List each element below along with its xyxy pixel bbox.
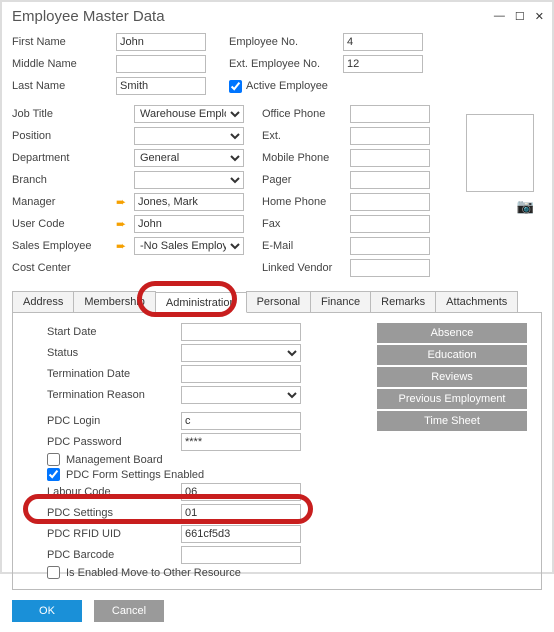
home-phone-label: Home Phone [262,196,346,208]
branch-select[interactable] [134,171,244,189]
emp-no-input[interactable] [343,33,423,51]
link-arrow-icon[interactable]: ➨ [116,217,130,231]
cancel-button[interactable]: Cancel [94,600,164,622]
minimize-icon[interactable]: — [494,10,505,23]
middle-name-input[interactable] [116,55,206,73]
email-input[interactable] [350,237,430,255]
term-reason-label: Termination Reason [47,389,177,401]
time-sheet-button[interactable]: Time Sheet [377,411,527,431]
last-name-label: Last Name [12,80,112,92]
sales-emp-label: Sales Employee [12,240,112,252]
pdc-password-input[interactable] [181,433,301,451]
education-button[interactable]: Education [377,345,527,365]
tab-administration[interactable]: Administration [155,292,247,313]
last-name-input[interactable] [116,77,206,95]
active-employee-label: Active Employee [246,80,328,92]
start-date-label: Start Date [47,326,177,338]
job-title-select[interactable]: Warehouse Employee [134,105,244,123]
tab-personal[interactable]: Personal [246,291,311,312]
pdc-login-label: PDC Login [47,415,177,427]
job-title-label: Job Title [12,108,112,120]
enabled-move-label: Is Enabled Move to Other Resource [66,567,241,579]
window-buttons: — ☐ ✕ [494,10,544,23]
ext-emp-no-input[interactable] [343,55,423,73]
pdc-rfid-input[interactable] [181,525,301,543]
term-date-input[interactable] [181,365,301,383]
mgmt-board-checkbox[interactable] [47,453,60,466]
enabled-move-checkbox[interactable] [47,566,60,579]
mobile-input[interactable] [350,149,430,167]
link-arrow-icon[interactable]: ➨ [116,195,130,209]
fax-label: Fax [262,218,346,230]
side-buttons: Absence Education Reviews Previous Emplo… [377,323,527,431]
position-select[interactable] [134,127,244,145]
status-label: Status [47,347,177,359]
department-label: Department [12,152,112,164]
office-phone-input[interactable] [350,105,430,123]
close-icon[interactable]: ✕ [535,10,544,23]
pdc-settings-input[interactable] [181,504,301,522]
branch-label: Branch [12,174,112,186]
pager-label: Pager [262,174,346,186]
fax-input[interactable] [350,215,430,233]
pdc-barcode-label: PDC Barcode [47,549,177,561]
tab-address[interactable]: Address [12,291,74,312]
tab-strip: Address Membership Administration Person… [12,291,542,313]
middle-name-label: Middle Name [12,58,112,70]
user-code-input[interactable] [134,215,244,233]
pdc-password-label: PDC Password [47,436,177,448]
status-select[interactable] [181,344,301,362]
emp-no-label: Employee No. [229,36,339,48]
active-employee-checkbox[interactable] [229,80,242,93]
maximize-icon[interactable]: ☐ [515,10,525,23]
mgmt-board-label: Management Board [66,454,163,466]
manager-input[interactable] [134,193,244,211]
tab-membership[interactable]: Membership [73,291,156,312]
footer: OK Cancel [2,590,552,632]
labour-code-label: Labour Code [47,486,177,498]
link-arrow-icon[interactable]: ➨ [116,239,130,253]
ext-emp-no-label: Ext. Employee No. [229,58,339,70]
sales-emp-select[interactable]: -No Sales Employee- [134,237,244,255]
mobile-label: Mobile Phone [262,152,346,164]
admin-panel: Start Date Status Termination Date Termi… [12,313,542,590]
manager-label: Manager [12,196,112,208]
camera-icon[interactable]: 📷 [517,198,534,215]
pdc-form-checkbox[interactable] [47,468,60,481]
tab-remarks[interactable]: Remarks [370,291,436,312]
term-date-label: Termination Date [47,368,177,380]
linked-vendor-label: Linked Vendor [262,262,346,274]
prev-employment-button[interactable]: Previous Employment [377,389,527,409]
linked-vendor-input[interactable] [350,259,430,277]
tab-finance[interactable]: Finance [310,291,371,312]
window-title: Employee Master Data [12,8,165,25]
ok-button[interactable]: OK [12,600,82,622]
department-select[interactable]: General [134,149,244,167]
tab-attachments[interactable]: Attachments [435,291,518,312]
pdc-form-label: PDC Form Settings Enabled [66,469,204,481]
labour-code-input[interactable] [181,483,301,501]
reviews-button[interactable]: Reviews [377,367,527,387]
cost-center-label: Cost Center [12,262,112,274]
first-name-label: First Name [12,36,112,48]
pdc-settings-label: PDC Settings [47,507,177,519]
first-name-input[interactable] [116,33,206,51]
user-code-label: User Code [12,218,112,230]
email-label: E-Mail [262,240,346,252]
term-reason-select[interactable] [181,386,301,404]
pager-input[interactable] [350,171,430,189]
position-label: Position [12,130,112,142]
ext-label: Ext. [262,130,346,142]
pdc-rfid-label: PDC RFID UID [47,528,177,540]
pdc-login-input[interactable] [181,412,301,430]
home-phone-input[interactable] [350,193,430,211]
pdc-barcode-input[interactable] [181,546,301,564]
office-phone-label: Office Phone [262,108,346,120]
titlebar: Employee Master Data — ☐ ✕ [2,2,552,29]
start-date-input[interactable] [181,323,301,341]
photo-placeholder[interactable] [466,114,534,192]
absence-button[interactable]: Absence [377,323,527,343]
ext-input[interactable] [350,127,430,145]
